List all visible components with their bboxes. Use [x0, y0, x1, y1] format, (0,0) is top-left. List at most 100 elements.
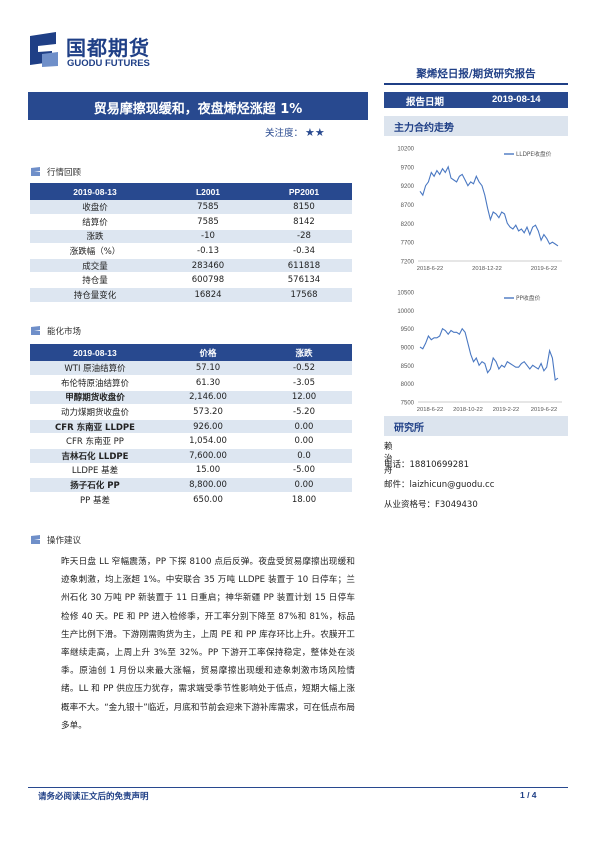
row-value: 573.20 — [160, 404, 256, 420]
advice-body: 昨天日盘 LL 窄幅震荡，PP 下探 8100 点后反弹。夜盘受贸易摩擦出现缓和… — [61, 557, 355, 731]
table-header-cell: 价格 — [160, 344, 256, 361]
table-row: 吉林石化 LLDPE 7,600.00 0.0 — [30, 448, 352, 464]
y-tick-label: 8700 — [401, 203, 415, 209]
pp-chart: 7500 8000 8500 9000 9500 10000 10500 2018-6-22 2… — [384, 284, 568, 416]
row-value: -10 — [160, 229, 256, 245]
market-review-label: 行情回顾 — [30, 166, 81, 178]
energy-chem-text: 能化市场 — [47, 327, 82, 337]
brand-name-en: GUODU FUTURES — [67, 58, 150, 69]
row-value: 0.0 — [256, 448, 352, 464]
x-tick-label: 2018-6-22 — [417, 407, 443, 413]
row-label: 动力煤期货收盘价 — [30, 404, 160, 420]
section-bullet-icon — [31, 326, 40, 335]
table-row: 涨跌幅（%） -0.13 -0.34 — [30, 243, 352, 259]
x-tick-label: 2019-2-22 — [493, 407, 519, 413]
row-label: 结算价 — [30, 214, 160, 230]
row-label: WTI 原油结算价 — [30, 361, 160, 377]
footer-divider — [28, 787, 568, 788]
section-bullet-icon — [31, 167, 40, 176]
table-row: LLDPE 基差 15.00 -5.00 — [30, 463, 352, 479]
row-value: -28 — [256, 229, 352, 245]
report-date-value: 2019-08-14 — [492, 94, 541, 105]
x-tick-label: 2019-6-22 — [531, 266, 557, 272]
guodu-logo: 国都期货 GUODU FUTURES — [26, 30, 176, 76]
advice-label-text: 操作建议 — [47, 536, 82, 546]
row-value: -3.05 — [256, 375, 352, 391]
analyst-email[interactable]: 邮件：laizhicun@guodu.cc — [384, 480, 495, 490]
y-tick-label: 9700 — [401, 165, 415, 171]
table-row: WTI 原油结算价 57.10 -0.52 — [30, 361, 352, 377]
analyst-name: 赖治舟 — [384, 442, 393, 476]
y-tick-label: 7200 — [401, 260, 415, 266]
table-header-row: 2019-08-13 L2001 PP2001 — [30, 183, 352, 200]
header-divider — [384, 83, 568, 85]
row-value: 0.00 — [256, 433, 352, 450]
title-bar: 贸易摩擦现缓和，夜盘烯烃涨超 1% — [28, 92, 368, 120]
row-value: -0.34 — [256, 243, 352, 259]
row-label: 吉林石化 LLDPE — [30, 448, 160, 464]
table-header-cell: 2019-08-13 — [30, 344, 160, 361]
disclaimer-link[interactable]: 请务必阅读正文后的免责声明 — [38, 792, 149, 802]
table-row: 布伦特原油结算价 61.30 -3.05 — [30, 375, 352, 391]
legend-label: LLDPE收盘价 — [516, 150, 552, 158]
y-tick-label: 9500 — [401, 327, 415, 333]
series-line — [419, 165, 559, 247]
row-label: 扬子石化 PP — [30, 477, 160, 493]
report-date-label: 报告日期 — [406, 97, 445, 108]
table-header-cell: PP2001 — [256, 183, 352, 200]
x-tick-label: 2018-12-22 — [472, 266, 502, 272]
y-tick-label: 9000 — [401, 346, 415, 352]
row-label: 收盘价 — [30, 200, 160, 216]
guodu-logo-icon — [30, 32, 58, 67]
row-value: 576134 — [256, 272, 352, 289]
row-value: 0.00 — [256, 477, 352, 493]
row-value: 8142 — [256, 214, 352, 230]
page-number: 1 / 4 — [520, 790, 537, 800]
row-value: 926.00 — [160, 419, 256, 435]
y-tick-label: 10000 — [397, 309, 414, 315]
row-value: 283460 — [160, 258, 256, 274]
row-value: 1,054.00 — [160, 433, 256, 450]
brand-name-cn: 国都期货 — [66, 36, 150, 60]
table-row: 收盘价 7585 8150 — [30, 200, 352, 216]
y-tick-label: 7700 — [401, 241, 415, 247]
table-header-cell: 2019-08-13 — [30, 183, 160, 200]
research-title: 研究所 — [394, 423, 424, 434]
main-contract-title: 主力合约走势 — [394, 123, 454, 134]
row-value: 7585 — [160, 214, 256, 230]
row-label: PP 基差 — [30, 492, 160, 508]
row-label: 成交量 — [30, 258, 160, 274]
row-value: 57.10 — [160, 361, 256, 377]
row-value: 16824 — [160, 287, 256, 303]
table-row: PP 基差 650.00 18.00 — [30, 492, 352, 508]
row-value: 12.00 — [256, 390, 352, 406]
y-tick-label: 8000 — [401, 382, 415, 388]
row-label: 涨跌幅（%） — [30, 243, 160, 259]
energy-chem-table: 2019-08-13 价格 涨跌 WTI 原油结算价 57.10 -0.52 布伦特原… — [30, 344, 352, 508]
row-label: CFR 东南亚 LLDPE — [30, 419, 160, 435]
lldpe-chart-svg: 7200 7700 8200 8700 9200 9700 10200 2018-6-22 20… — [397, 147, 562, 272]
series-line — [419, 327, 559, 381]
pp-chart-svg: 7500 8000 8500 9000 9500 10000 10500 2018-6-22 2… — [397, 291, 562, 413]
table-row: 持仓量变化 16824 17568 — [30, 287, 352, 303]
section-bullet-icon — [31, 535, 40, 544]
y-tick-label: 10500 — [397, 291, 414, 297]
x-tick-label: 2018-10-22 — [453, 407, 483, 413]
row-label: 布伦特原油结算价 — [30, 375, 160, 391]
row-value: 600798 — [160, 272, 256, 289]
table-row: CFR 东南亚 LLDPE 926.00 0.00 — [30, 419, 352, 435]
legend-label: PP收盘价 — [516, 294, 541, 302]
row-value: 15.00 — [160, 463, 256, 479]
y-tick-label: 8500 — [401, 364, 415, 370]
table-row: 持仓量 600798 576134 — [30, 272, 352, 289]
table-row: 结算价 7585 8142 — [30, 214, 352, 230]
y-tick-label: 7500 — [401, 401, 415, 407]
row-label: LLDPE 基差 — [30, 463, 160, 479]
row-value: -0.52 — [256, 361, 352, 377]
table-row: CFR 东南亚 PP 1,054.00 0.00 — [30, 433, 352, 450]
row-value: 650.00 — [160, 492, 256, 508]
row-label: 甲醇期货收盘价 — [30, 390, 160, 406]
report-type: 聚烯烃日报/期货研究报告 — [416, 68, 536, 80]
table-header-cell: L2001 — [160, 183, 256, 200]
table-header-row: 2019-08-13 价格 涨跌 — [30, 344, 352, 361]
